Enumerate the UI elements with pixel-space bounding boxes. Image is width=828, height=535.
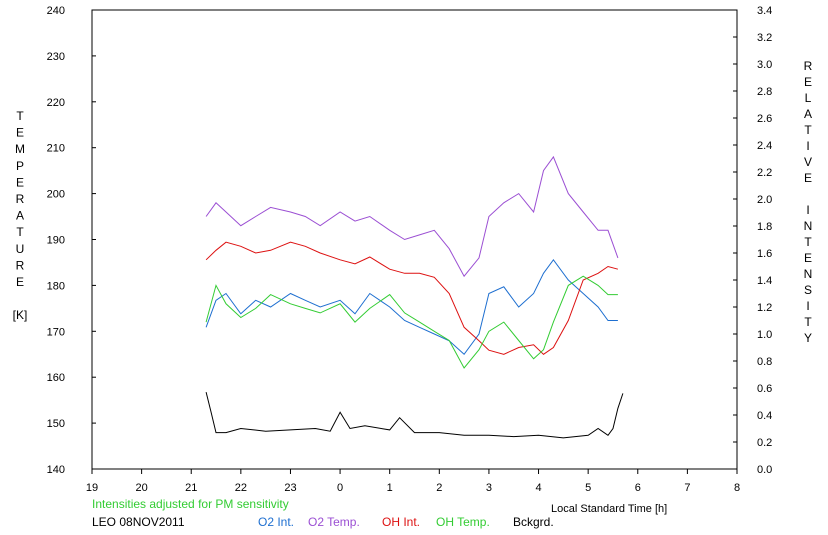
x-tick-label: 0 [337, 482, 343, 494]
right-axis-letter: E [804, 171, 812, 185]
x-axis-label: Local Standard Time [h] [551, 503, 667, 515]
right-axis-letter: T [804, 315, 812, 329]
left-axis-letter: U [16, 242, 25, 256]
left-axis-letter: [K] [13, 308, 28, 322]
legend-o2-int: O2 Int. [258, 515, 294, 529]
right-tick-label: 1.2 [757, 302, 772, 314]
x-tick-label: 6 [635, 482, 641, 494]
left-tick-label: 140 [47, 464, 65, 476]
x-tick-label: 20 [135, 482, 147, 494]
left-tick-label: 170 [47, 326, 65, 338]
x-tick-label: 4 [535, 482, 541, 494]
x-axis: 19 20 21 22 23 0 1 2 3 4 5 6 7 8 [86, 469, 740, 494]
x-tick-label: 8 [734, 482, 740, 494]
right-tick-label: 3.2 [757, 32, 772, 44]
right-tick-label: 1.8 [757, 221, 772, 233]
right-axis-letter: T [804, 235, 812, 249]
right-tick-label: 0.6 [757, 383, 772, 395]
left-axis-letter: M [15, 142, 25, 156]
right-tick-label: 1.4 [757, 275, 772, 287]
right-axis-letter: I [806, 203, 809, 217]
left-axis-letter: T [16, 225, 24, 239]
right-axis-letter: I [806, 139, 809, 153]
legend-oh-temp: OH Temp. [436, 515, 490, 529]
left-axis-letter: P [16, 159, 24, 173]
left-axis-letter: E [16, 126, 24, 140]
right-tick-label: 1.0 [757, 329, 772, 341]
right-tick-label: 3.0 [757, 59, 772, 71]
left-tick-label: 220 [47, 97, 65, 109]
legend-bckgrd: Bckgrd. [513, 515, 554, 529]
note-text: Intensities adjusted for PM sensitivity [92, 497, 289, 511]
right-tick-label: 2.8 [757, 86, 772, 98]
left-tick-label: 210 [47, 143, 65, 155]
left-tick-label: 160 [47, 372, 65, 384]
left-tick-label: 200 [47, 189, 65, 201]
right-axis: 0.0 0.2 0.4 0.6 0.8 1.0 1.2 1.4 1.6 1.8 2.0 2.2 2.4 2… [733, 5, 772, 476]
left-axis-letter: E [16, 275, 24, 289]
legend-oh-int: OH Int. [382, 515, 420, 529]
legend-o2-temp: O2 Temp. [308, 515, 360, 529]
right-axis-letter: I [806, 299, 809, 313]
x-tick-label: 1 [387, 482, 393, 494]
left-tick-label: 150 [47, 418, 65, 430]
plot-frame [91, 9, 738, 470]
left-axis-letter: E [16, 175, 24, 189]
right-axis-letter: N [804, 219, 813, 233]
series-line-bckgrd [205, 391, 624, 439]
site-label: LEO 08NOV2011 [92, 515, 185, 529]
right-axis-letter: N [804, 267, 813, 281]
right-axis-letter: E [804, 251, 812, 265]
right-tick-label: 2.2 [757, 167, 772, 179]
right-tick-label: 1.6 [757, 248, 772, 260]
x-tick-label: 3 [486, 482, 492, 494]
right-tick-label: 0.0 [757, 464, 772, 476]
right-axis-letter: E [804, 75, 812, 89]
right-axis-letter: A [804, 107, 812, 121]
x-tick-label: 2 [436, 482, 442, 494]
series-line-o2-temp [205, 155, 619, 278]
left-tick-label: 180 [47, 280, 65, 292]
left-axis-letter: R [16, 192, 25, 206]
right-axis-letter: R [804, 59, 813, 73]
series-layer [205, 155, 624, 439]
right-axis-letter: S [804, 283, 812, 297]
x-tick-label: 5 [585, 482, 591, 494]
right-tick-label: 0.8 [757, 356, 772, 368]
x-tick-label: 19 [86, 482, 98, 494]
x-tick-label: 7 [684, 482, 690, 494]
left-tick-label: 240 [47, 5, 65, 17]
right-axis-letter: L [805, 91, 812, 105]
right-tick-label: 2.4 [757, 140, 772, 152]
right-tick-label: 0.4 [757, 410, 772, 422]
right-axis-letter: T [804, 123, 812, 137]
x-tick-label: 21 [185, 482, 197, 494]
left-tick-label: 230 [47, 51, 65, 63]
right-tick-label: 0.2 [757, 437, 772, 449]
right-tick-label: 2.6 [757, 113, 772, 125]
left-tick-label: 190 [47, 235, 65, 247]
left-axis-letter: R [16, 258, 25, 272]
x-tick-label: 23 [284, 482, 296, 494]
right-tick-label: 2.0 [757, 194, 772, 206]
left-axis-letter: T [16, 109, 24, 123]
left-axis: 140 150 160 170 180 190 200 210 220 230 240 [47, 5, 96, 476]
series-line-oh-int [205, 241, 619, 355]
x-tick-label: 22 [235, 482, 247, 494]
right-axis-letter: Y [804, 331, 812, 345]
series-line-oh-temp [205, 275, 618, 369]
left-axis-letter: A [16, 209, 24, 223]
series-line-o2-int [205, 258, 618, 356]
right-axis-letter: V [804, 155, 812, 169]
right-tick-label: 3.4 [757, 5, 772, 17]
